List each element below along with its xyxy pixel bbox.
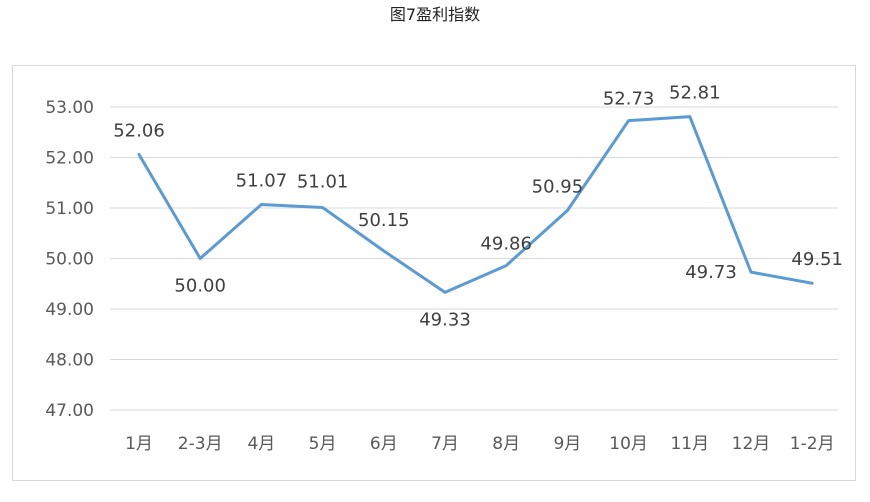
data-label: 52.06 bbox=[113, 120, 165, 141]
chart-area bbox=[12, 65, 856, 481]
chart-title: 图7盈利指数 bbox=[389, 5, 481, 24]
data-label: 52.81 bbox=[669, 83, 721, 104]
x-tick-label: 2-3月 bbox=[178, 434, 223, 454]
data-label: 49.86 bbox=[480, 234, 532, 255]
data-label: 51.07 bbox=[236, 170, 288, 191]
data-label: 50.95 bbox=[532, 177, 584, 198]
y-tick-label: 48.00 bbox=[45, 351, 94, 371]
x-axis-ticks: 1月 2-3月 4月 5月 6月 7月 8月 9月 10月 11月 12月 1-2月 bbox=[125, 434, 835, 454]
y-axis-ticks: 47.00 48.00 49.00 50.00 51.00 52.00 53.00 bbox=[45, 98, 94, 421]
x-tick-label: 8月 bbox=[492, 434, 520, 454]
gridlines bbox=[110, 106, 838, 411]
x-tick-label: 1-2月 bbox=[790, 434, 835, 454]
x-tick-label: 7月 bbox=[431, 434, 459, 454]
x-tick-label: 1月 bbox=[125, 434, 153, 454]
x-tick-label: 12月 bbox=[732, 434, 771, 454]
data-labels: 52.06 50.00 51.07 51.01 50.15 49.33 49.86 50.95… bbox=[113, 83, 843, 331]
data-label: 50.15 bbox=[358, 210, 410, 231]
x-tick-label: 5月 bbox=[309, 434, 337, 454]
x-tick-label: 11月 bbox=[670, 434, 709, 454]
data-label: 51.01 bbox=[297, 171, 349, 192]
series-line-group bbox=[137, 115, 814, 294]
x-tick-label: 4月 bbox=[247, 434, 275, 454]
y-tick-label: 52.00 bbox=[45, 149, 94, 169]
data-label: 52.73 bbox=[603, 89, 655, 110]
data-label: 50.00 bbox=[174, 276, 226, 297]
x-tick-label: 6月 bbox=[370, 434, 398, 454]
data-label: 49.73 bbox=[685, 262, 737, 283]
data-label: 49.33 bbox=[419, 309, 471, 330]
y-tick-label: 47.00 bbox=[45, 401, 94, 421]
y-tick-label: 51.00 bbox=[45, 199, 94, 219]
x-tick-label: 10月 bbox=[609, 434, 648, 454]
y-tick-label: 49.00 bbox=[45, 300, 94, 320]
data-label: 49.51 bbox=[791, 249, 843, 270]
series-line bbox=[137, 115, 814, 294]
y-tick-label: 50.00 bbox=[45, 250, 94, 270]
y-tick-label: 53.00 bbox=[45, 98, 94, 118]
x-tick-label: 9月 bbox=[553, 434, 581, 454]
